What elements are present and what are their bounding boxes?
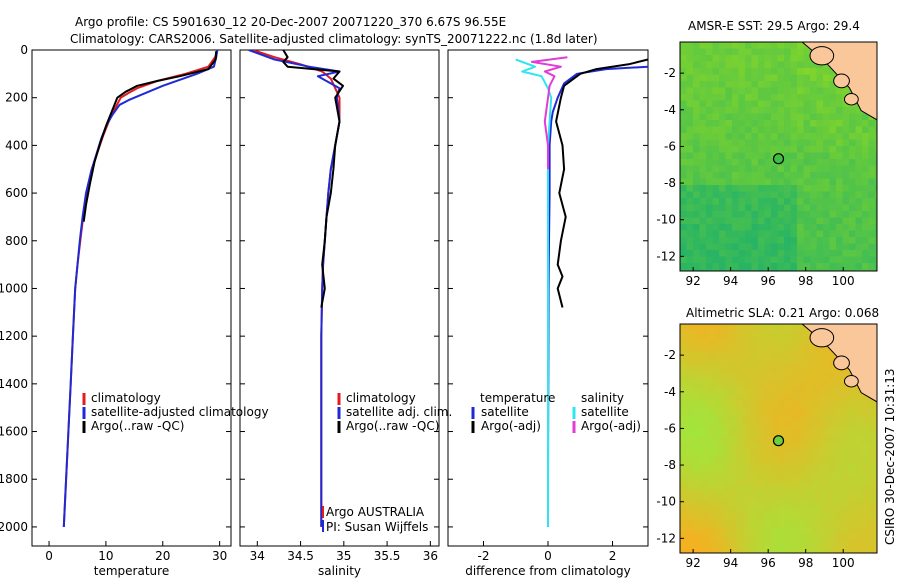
series-line-temperature-argo-adj (555, 58, 648, 308)
x-tick-label: 98 (798, 274, 813, 288)
legend-group-salinity: salinity (581, 391, 624, 405)
y-tick-label: -10 (656, 213, 676, 227)
y-tick-label: 1200 (0, 329, 28, 343)
x-tick-label: 98 (798, 556, 813, 570)
x-tick-label: 92 (685, 274, 700, 288)
legend-label-satellite: satellite-adjusted climatology (91, 405, 269, 419)
y-tick-label: -2 (664, 66, 676, 80)
y-tick-label: 800 (5, 234, 28, 248)
temperature-legend: climatology satellite-adjusted climatolo… (82, 391, 269, 433)
title-line-1: Argo profile: CS 5901630_12 20-Dec-2007 … (75, 15, 506, 29)
legend-label-argo: Argo(..raw -QC) (91, 419, 184, 433)
title-line-2: Climatology: CARS2006. Satellite-adjuste… (70, 32, 598, 46)
x-tick-label: 92 (685, 556, 700, 570)
x-tick-label: 100 (832, 556, 855, 570)
legend-label-climatology: climatology (346, 391, 416, 405)
series-line-salinity-argo-adj (530, 56, 568, 170)
legend-label-temperature-satellite: satellite (481, 405, 529, 419)
x-tick-label: 20 (155, 549, 170, 563)
x-tick-label: 36 (423, 549, 438, 563)
y-tick-label: -6 (664, 139, 676, 153)
annotation-line-1: Argo AUSTRALIA (326, 505, 425, 519)
difference-legend: temperature satellite Argo(-adj) salinit… (471, 391, 641, 433)
series-line-satellite-adj-clim (248, 50, 341, 527)
series-line-salinity-satellite (515, 58, 553, 527)
sst-map: 92 94 96 98 100 -2 -4 -6 -8 -10 -12 (656, 41, 878, 288)
y-tick-label: -8 (664, 458, 676, 472)
x-axis-label: difference from climatology (465, 564, 631, 578)
y-tick-label: 400 (5, 138, 28, 152)
plot-frame (31, 49, 232, 547)
y-tick-label: -2 (664, 348, 676, 362)
legend-label-satellite: satellite adj. clim. (346, 405, 452, 419)
legend-label-argo: Argo(..raw -QC) (346, 419, 439, 433)
y-tick-label: 200 (5, 91, 28, 105)
x-axis-label: salinity (318, 564, 361, 578)
y-tick-label: -12 (656, 249, 676, 263)
temperature-panel: 0 10 20 30 temperature 0 200 400 600 800 1000 1200 1… (0, 43, 232, 578)
y-tick-label: -12 (656, 531, 676, 545)
salinity-legend: climatology satellite adj. clim. Argo(..… (337, 391, 452, 433)
legend-label-salinity-argo: Argo(-adj) (581, 419, 641, 433)
x-tick-label: 35.5 (374, 549, 401, 563)
credit-text: CSIRO 30-Dec-2007 10:31:13 (883, 368, 897, 545)
sla-map-title: Altimetric SLA: 0.21 Argo: 0.068 (686, 306, 879, 320)
x-axis-label: temperature (94, 564, 169, 578)
y-tick-label: 0 (20, 43, 28, 57)
x-tick-label: 96 (761, 274, 776, 288)
x-tick-label: -2 (477, 549, 489, 563)
island (809, 328, 835, 348)
x-tick-label: 2 (609, 549, 617, 563)
x-tick-label: 34.5 (287, 549, 314, 563)
y-tick-label: -10 (656, 495, 676, 509)
y-tick-label: 2000 (0, 520, 28, 534)
sst-map-title: AMSR-E SST: 29.5 Argo: 29.4 (688, 19, 860, 33)
legend-label-salinity-satellite: satellite (581, 405, 629, 419)
map-frame (679, 41, 878, 272)
y-tick-label: -4 (664, 385, 676, 399)
salinity-panel: 34 34.5 35 35.5 36 salinity (239, 49, 440, 578)
legend-label-temperature-argo: Argo(-adj) (481, 419, 541, 433)
argo-position-marker (772, 153, 785, 165)
series-line-argo-raw-qc (82, 51, 218, 222)
island (833, 73, 850, 89)
y-tick-label: 1400 (0, 377, 28, 391)
x-tick-label: 94 (723, 556, 738, 570)
y-tick-label: 600 (5, 186, 28, 200)
series-group (62, 50, 219, 527)
y-tick-label: -8 (664, 176, 676, 190)
x-tick-label: 94 (723, 274, 738, 288)
map-frame (679, 323, 878, 554)
y-tick-label: 1000 (0, 281, 28, 295)
x-tick-label: 0 (544, 549, 552, 563)
annotation-line-2: PI: Susan Wijffels (326, 520, 428, 534)
island (809, 46, 835, 66)
x-tick-label: 0 (45, 549, 53, 563)
island (833, 355, 850, 371)
x-tick-label: 34 (250, 549, 265, 563)
argo-position-marker (772, 435, 785, 447)
series-line-argo-raw-qc (282, 50, 344, 308)
series-group (515, 56, 648, 527)
y-tick-label: 1800 (0, 472, 28, 486)
legend-label-climatology: climatology (91, 391, 161, 405)
y-tick-label: -6 (664, 421, 676, 435)
series-group (248, 50, 344, 527)
x-tick-label: 100 (832, 274, 855, 288)
x-tick-label: 30 (212, 549, 227, 563)
salinity-annotation: Argo AUSTRALIA PI: Susan Wijffels (322, 505, 428, 534)
sla-map: 92 94 96 98 100 -2 -4 -6 -8 -10 -12 (656, 323, 878, 570)
island (843, 375, 859, 388)
x-tick-label: 96 (761, 556, 776, 570)
island (843, 93, 859, 106)
x-tick-label: 10 (98, 549, 113, 563)
y-tick-label: 1600 (0, 425, 28, 439)
plot-frame (239, 49, 440, 547)
y-tick-label: -4 (664, 103, 676, 117)
legend-group-temperature: temperature (480, 391, 555, 405)
x-tick-label: 35 (336, 549, 351, 563)
